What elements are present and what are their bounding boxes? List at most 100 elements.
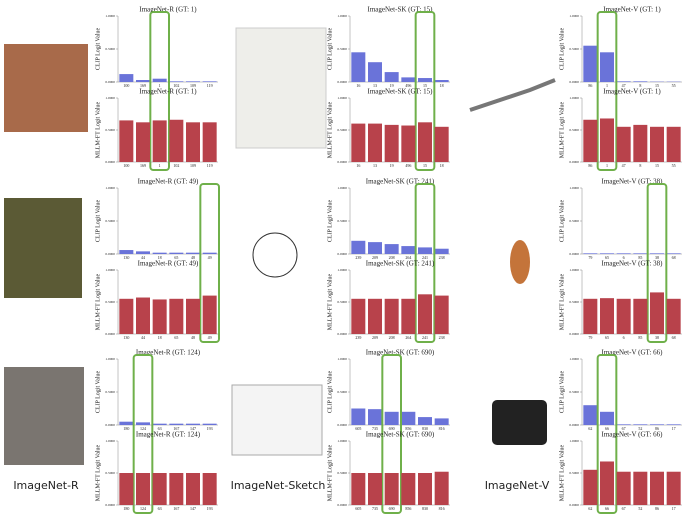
bar [119,473,134,505]
bar [368,298,382,334]
bar [401,298,416,334]
x-tick-label: 49 [208,255,212,260]
bar [666,424,681,425]
chart-title: ImageNet-SK (GT: 15) [368,88,434,96]
y-tick-label: 0.0000 [105,80,115,84]
image-dog-sketch [252,232,298,278]
x-tick-label: 147 [190,426,196,431]
bar [119,250,134,254]
x-tick-label: 48 [191,335,195,340]
x-tick-label: 38 [655,255,659,260]
x-tick-label: 85 [638,335,642,340]
x-tick-label: 13 [373,83,377,88]
x-tick-label: 241 [422,335,428,340]
bar [583,405,598,425]
column-label: ImageNet-Sketch [231,479,326,492]
bar [418,473,432,505]
x-tick-label: 86 [655,426,659,431]
chart-title: ImageNet-SK (GT: 15) [368,6,434,14]
bar [600,52,614,82]
x-tick-label: 119 [207,163,213,168]
y-axis-label: MLLM-FT Logit Value [327,273,333,330]
bar [202,252,217,254]
y-tick-label: 1.0000 [105,268,115,272]
x-tick-label: 239 [355,255,361,260]
bar [368,62,382,82]
chart-title: ImageNet-SK (GT: 241) [366,260,435,268]
x-tick-label: 690 [389,426,395,431]
x-tick-label: 735 [372,426,378,431]
y-tick-label: 1.0000 [569,14,579,18]
x-tick-label: 124 [140,426,146,431]
y-tick-label: 0.0000 [569,160,579,164]
x-tick-label: 100 [123,83,129,88]
bar [351,240,366,254]
y-tick-label: 1.0000 [569,268,579,272]
gt-highlight [414,11,436,171]
bar [152,252,167,254]
x-tick-label: 17 [672,426,676,431]
x-tick-label: 856 [405,506,411,511]
bar [152,120,167,162]
x-tick-label: 690 [389,506,395,511]
x-tick-label: 63 [158,426,162,431]
y-tick-label: 0.0000 [337,160,347,164]
image-projector [492,400,547,445]
bar [401,246,416,254]
bar [650,424,664,425]
x-tick-label: 816 [439,506,445,511]
bar [368,409,382,425]
bar [136,251,150,254]
bar [418,122,432,162]
bar [600,411,614,425]
x-tick-label: 15 [655,163,659,168]
y-axis-label: CLIP Logit Value [327,28,333,71]
bar [401,473,416,505]
bar [583,119,598,162]
y-tick-label: 0.5000 [337,47,347,51]
x-tick-label: 15 [655,83,659,88]
bar [186,122,200,162]
bar [600,253,614,254]
x-tick-label: 264 [405,335,411,340]
image-tattoo [4,44,88,132]
y-tick-label: 0.5000 [105,219,115,223]
y-tick-label: 0.0000 [569,80,579,84]
gt-highlight [381,354,403,514]
bar [434,295,449,334]
x-tick-label: 167 [173,506,179,511]
x-tick-label: 85 [638,255,642,260]
bar [418,78,432,82]
y-tick-label: 0.0000 [105,423,115,427]
y-tick-label: 0.5000 [105,300,115,304]
bar [401,125,416,162]
y-tick-label: 1.0000 [337,14,347,18]
x-tick-label: 119 [207,83,213,88]
bar [202,473,217,505]
x-tick-label: 48 [191,255,195,260]
bar [633,81,648,82]
bar [169,423,184,425]
x-tick-label: 18 [440,163,444,168]
bar [368,473,382,505]
x-tick-label: 62 [588,506,592,511]
y-tick-label: 1.0000 [105,96,115,100]
x-tick-label: 19 [390,83,394,88]
bar [351,473,366,505]
bar [136,297,150,334]
x-tick-label: 65 [605,335,609,340]
bar [384,298,399,334]
bar [616,424,631,425]
bar [351,298,366,334]
image-object [510,240,530,284]
bar [600,298,614,334]
bar [384,411,399,425]
x-tick-label: 65 [174,255,178,260]
y-axis-label: MLLM-FT Logit Value [559,101,565,158]
bar [633,471,648,505]
y-tick-label: 1.0000 [569,357,579,361]
x-tick-label: 193 [207,506,213,511]
x-tick-label: 241 [422,255,428,260]
x-tick-label: 193 [207,426,213,431]
